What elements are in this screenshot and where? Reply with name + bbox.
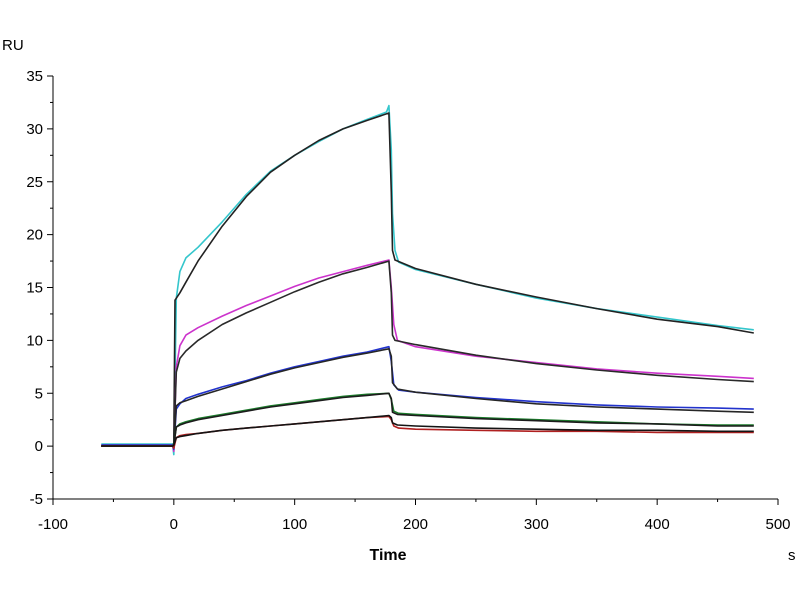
series-line-10 <box>101 414 754 447</box>
y-tick-label: 25 <box>26 174 43 191</box>
series-line-1 <box>101 104 754 456</box>
y-axis-unit: RU <box>2 37 24 54</box>
series-line-8 <box>101 392 754 447</box>
y-tick-label: 30 <box>26 121 43 138</box>
series-line-3 <box>101 259 754 453</box>
x-axis-title: Time <box>369 547 406 564</box>
x-tick-label: 400 <box>645 516 670 533</box>
x-tick-label: 200 <box>403 516 428 533</box>
series-line-2 <box>101 112 754 447</box>
x-tick-label: 300 <box>524 516 549 533</box>
y-tick-label: 5 <box>35 385 43 402</box>
y-tick-label: 20 <box>26 227 43 244</box>
x-tick-label: -100 <box>38 516 68 533</box>
series-line-7 <box>101 392 754 447</box>
y-tick-label: -5 <box>30 491 43 508</box>
y-tick-label: 0 <box>35 438 43 455</box>
x-tick-label: 0 <box>170 516 178 533</box>
series-curves <box>101 104 754 456</box>
series-line-4 <box>101 260 754 447</box>
x-axis-unit: s <box>788 547 796 564</box>
x-tick-label: 100 <box>282 516 307 533</box>
y-tick-label: 10 <box>26 332 43 349</box>
y-tick-label: 35 <box>26 68 43 85</box>
series-line-6 <box>101 348 754 447</box>
y-tick-label: 15 <box>26 280 43 297</box>
x-axis-ticks: -100 0 100 200 300 400 500 <box>38 499 791 533</box>
y-axis-ticks: -5 0 5 10 15 20 25 30 35 <box>26 68 53 508</box>
series-line-9 <box>101 415 754 449</box>
x-tick-label: 500 <box>765 516 790 533</box>
